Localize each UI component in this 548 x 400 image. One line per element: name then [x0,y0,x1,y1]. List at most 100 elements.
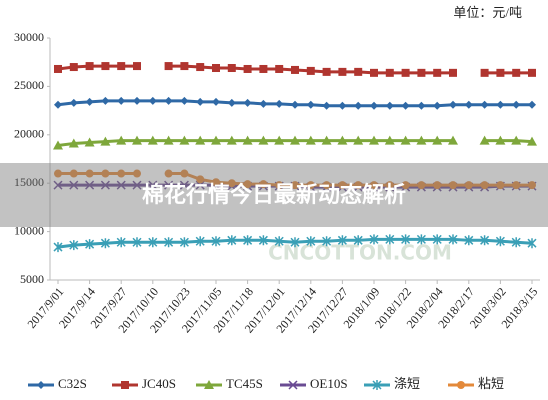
marker [369,234,379,245]
marker [290,237,300,248]
marker [133,169,141,178]
marker [479,135,490,145]
marker [528,100,536,109]
marker [322,181,331,190]
marker [133,96,141,105]
marker [164,96,173,105]
y-tick-label: 5000 [20,272,44,286]
marker [259,99,268,108]
marker [164,180,174,190]
marker [528,181,536,190]
marker [401,68,410,77]
marker [480,100,489,109]
marker [100,238,110,249]
unit-label: 单位：元/吨 [453,5,522,20]
marker [227,64,236,73]
marker [259,64,268,73]
marker [416,135,427,145]
marker [54,64,62,73]
marker [195,236,205,247]
marker [291,100,299,109]
marker [448,135,458,145]
marker [496,68,505,77]
marker [117,62,126,71]
marker [164,237,174,248]
marker [275,64,284,73]
marker [148,96,157,105]
marker [306,100,315,109]
marker [275,181,284,190]
marker [69,98,78,107]
banner-text: 棉花行情今日最新动态解析 [142,182,406,208]
marker [196,175,205,184]
marker [354,101,363,110]
marker [448,234,458,245]
marker [195,180,205,190]
marker [148,237,158,248]
marker [258,235,268,246]
marker [53,242,63,253]
marker [384,135,395,145]
marker [179,135,190,145]
marker [195,135,206,145]
marker [53,140,63,150]
marker [243,64,252,73]
marker [353,135,364,145]
marker [37,381,45,389]
marker [116,237,126,248]
marker [449,181,457,190]
marker [496,100,505,109]
marker [117,96,126,105]
y-tick-label: 15000 [14,175,44,189]
marker [85,169,94,178]
marker [258,135,269,145]
marker [69,180,79,190]
watermark: CNCOTTON.COM [268,241,452,265]
marker [243,235,253,246]
marker [101,62,110,71]
marker [100,180,110,190]
marker [69,240,79,251]
marker [306,236,316,247]
marker [354,181,363,190]
marker [512,181,521,190]
marker [385,234,395,245]
marker [274,236,284,247]
marker [495,236,505,247]
marker [369,135,379,145]
marker [305,135,316,145]
marker [54,100,62,109]
legend-label: 粘短 [478,376,504,391]
marker [400,135,411,145]
marker [353,235,363,246]
marker [148,180,158,190]
marker [337,135,348,145]
marker [85,180,95,190]
marker [291,65,299,74]
marker [116,180,126,190]
marker [372,380,382,390]
marker [211,135,221,145]
marker [449,100,457,109]
marker [163,135,174,145]
marker [496,181,505,190]
marker [511,237,521,248]
marker [164,62,173,71]
y-tick-label: 30000 [14,30,44,44]
marker [196,97,205,106]
y-tick-label: 25000 [14,78,44,92]
marker [147,135,158,145]
marker [179,237,189,248]
marker [196,63,205,72]
marker [226,135,237,145]
marker [322,67,331,76]
marker [84,137,95,147]
marker [180,96,189,105]
marker [322,236,332,247]
marker [132,237,142,248]
marker [401,101,410,110]
marker [306,66,315,75]
marker [417,101,426,110]
legend-label: TC45S [226,376,263,391]
